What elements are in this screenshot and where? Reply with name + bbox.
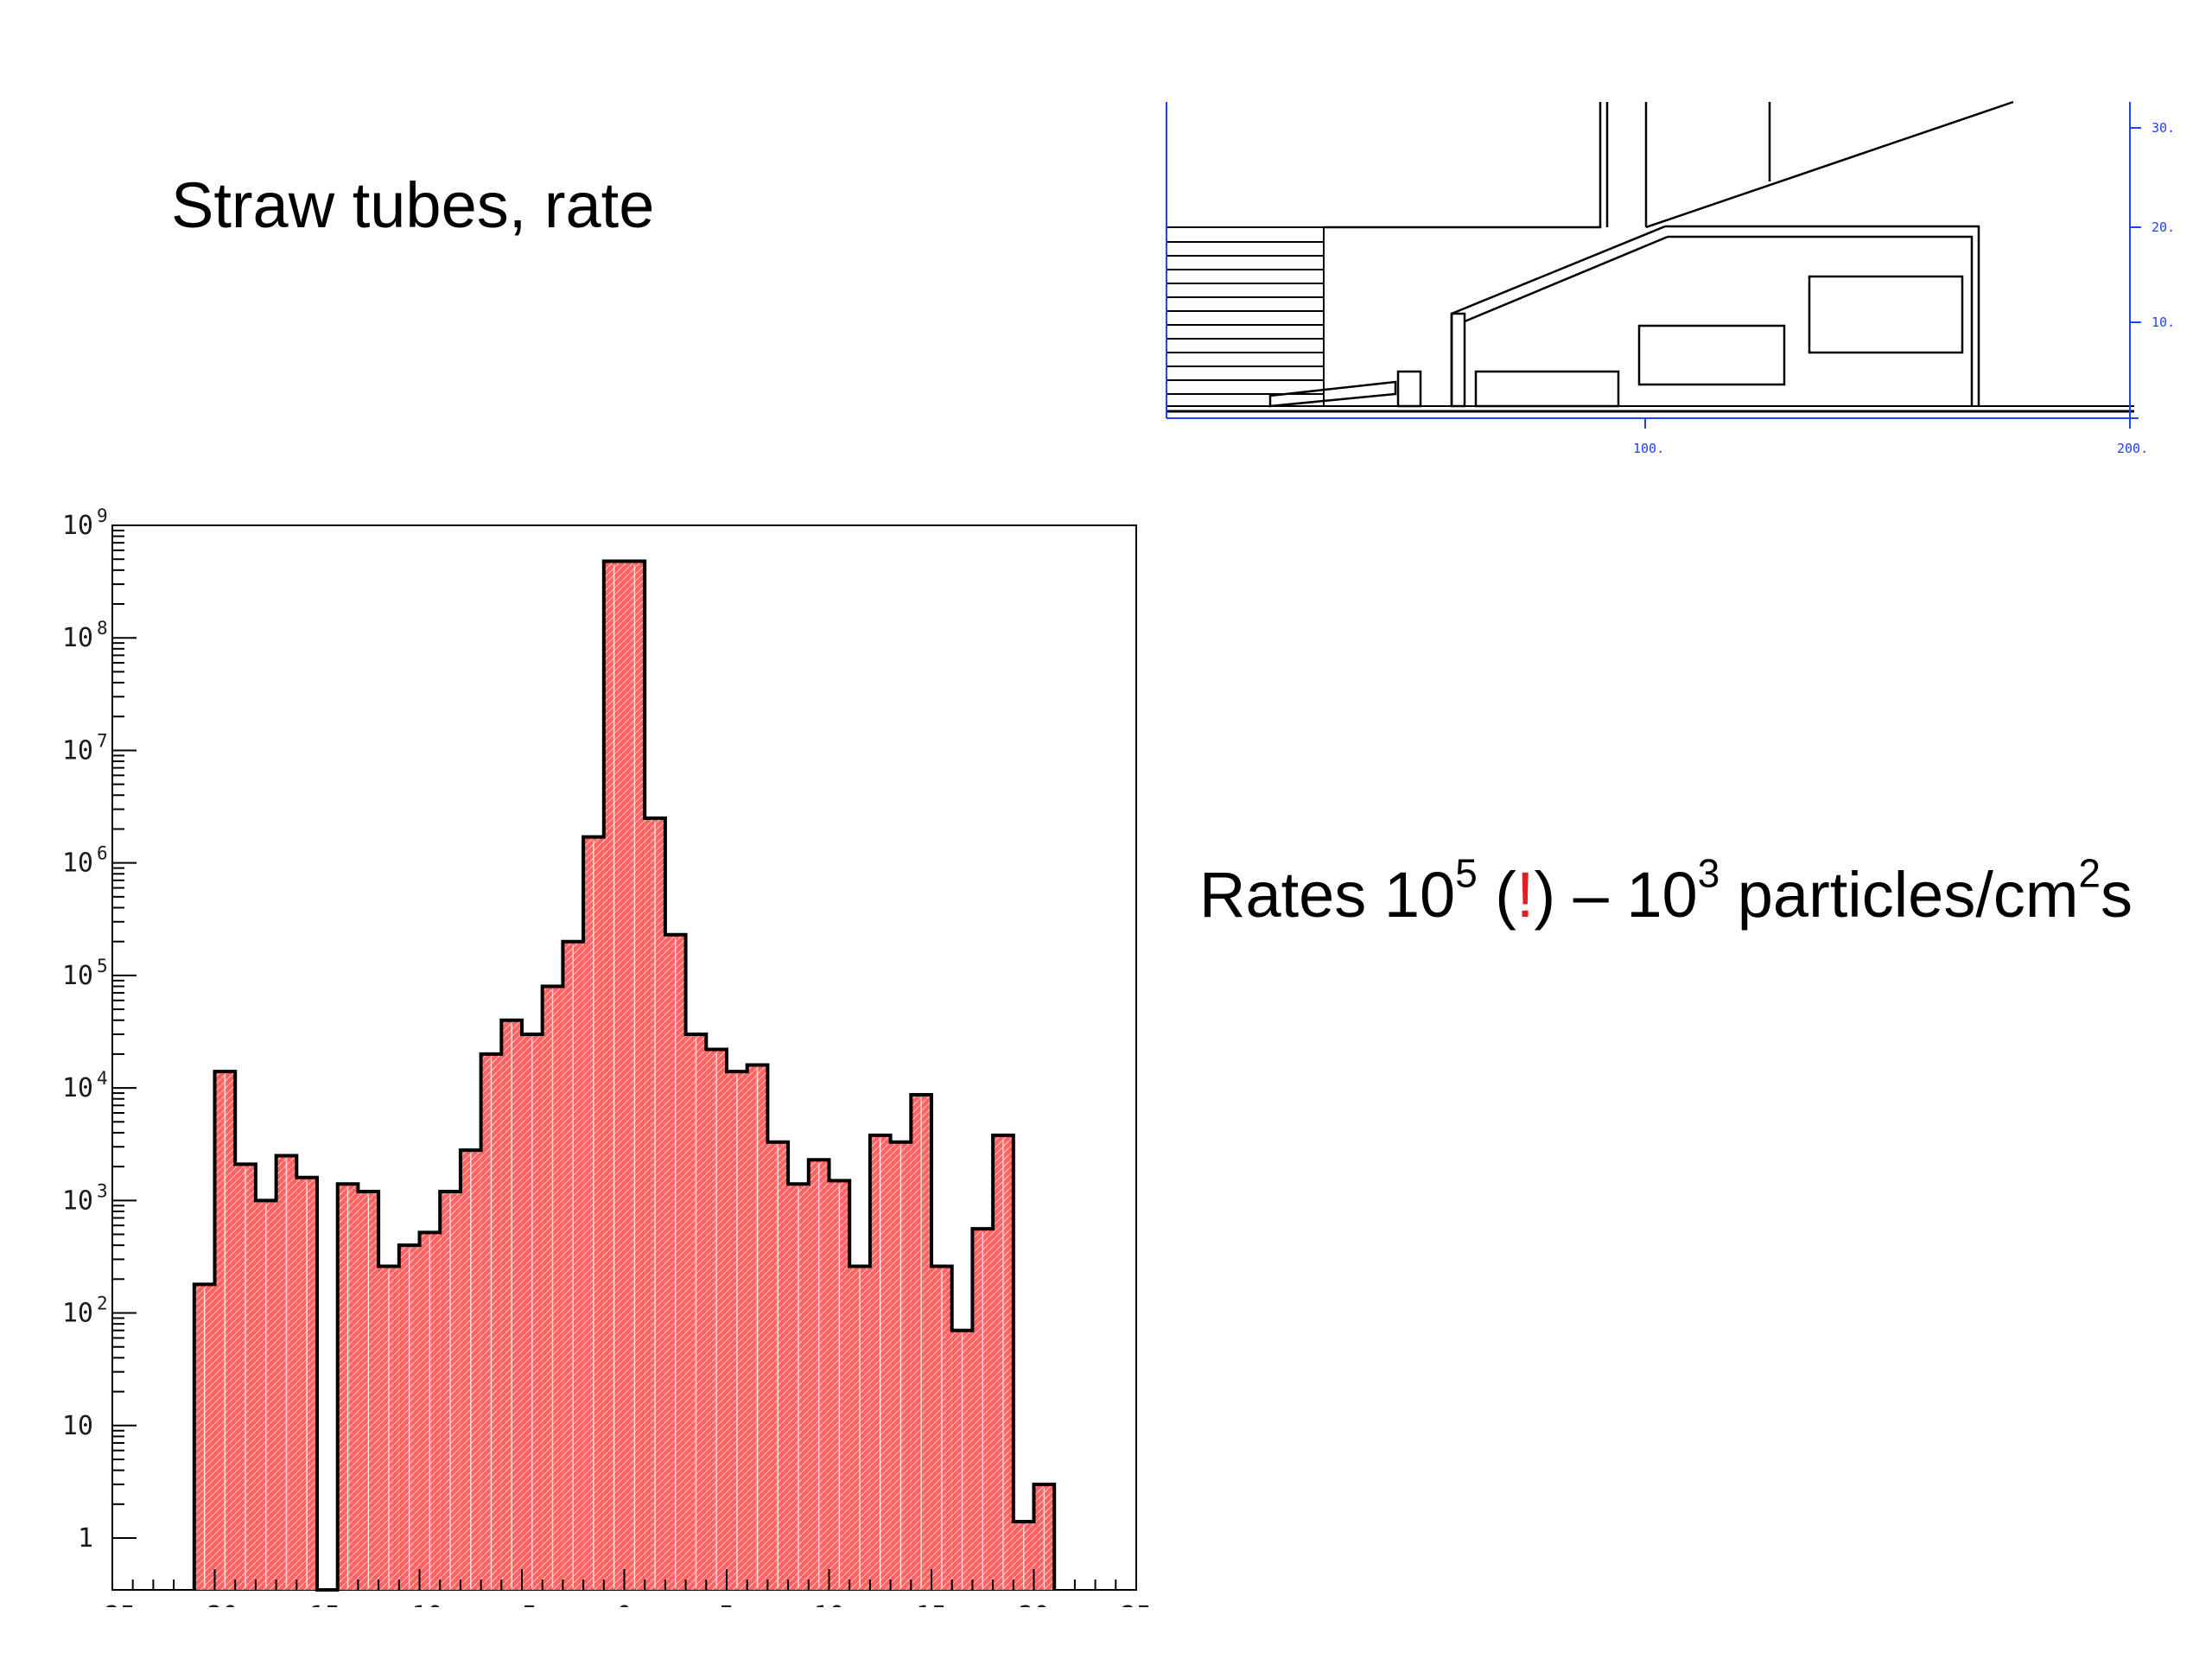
x-tick-label: 15 bbox=[916, 1601, 947, 1607]
rates-text-end: s bbox=[2101, 859, 2133, 931]
geometry-y-label-20: 20. bbox=[2152, 219, 2175, 235]
histogram-bars bbox=[194, 561, 1055, 1590]
x-tick-label: 0 bbox=[616, 1601, 632, 1607]
x-tick-label: −10 bbox=[396, 1601, 442, 1607]
detector-geometry-diagram: 100. 200. 10. 20. 30. bbox=[1166, 100, 2175, 456]
geometry-x-label-200: 200. bbox=[2117, 441, 2148, 456]
rates-exponent-high: 5 bbox=[1455, 850, 1478, 896]
inner-post bbox=[1450, 312, 1466, 408]
y-tick-label: 10 bbox=[62, 511, 93, 541]
slide-title: Straw tubes, rate bbox=[171, 169, 655, 241]
y-tick-label-exponent: 4 bbox=[97, 1068, 108, 1089]
x-tick-label: −15 bbox=[294, 1601, 340, 1607]
rates-exponent-low: 3 bbox=[1697, 850, 1720, 896]
detector-module-2 bbox=[1637, 324, 1786, 386]
y-tick-label: 1 bbox=[78, 1523, 93, 1554]
rates-text-mid: ) – 10 bbox=[1534, 859, 1698, 931]
exclamation-mark: ! bbox=[1516, 859, 1535, 931]
detector-module-1 bbox=[1474, 370, 1620, 408]
x-axis-ticks: −25 −20 −15 −10 −5 0 5 10 15 20 25 bbox=[89, 1569, 1152, 1607]
cone-wall-outer bbox=[1451, 225, 1666, 315]
absorber-block bbox=[1166, 226, 1325, 407]
x-tick-label: 25 bbox=[1121, 1601, 1152, 1607]
x-tick-label: −5 bbox=[506, 1601, 537, 1607]
y-tick-label-exponent: 8 bbox=[97, 618, 108, 639]
x-tick-label: −20 bbox=[191, 1601, 238, 1607]
geometry-y-label-30: 30. bbox=[2152, 120, 2175, 136]
y-tick-label-exponent: 2 bbox=[97, 1294, 108, 1314]
y-tick-label: 10 bbox=[62, 623, 93, 653]
vessel-top bbox=[1665, 225, 1980, 406]
geometry-y-label-10: 10. bbox=[2152, 315, 2175, 330]
rates-unit-exponent: 2 bbox=[2078, 850, 2101, 896]
y-tick-label: 10 bbox=[62, 961, 93, 991]
rate-histogram: −25−20−15−10−50510152025 110102103104105… bbox=[62, 505, 1152, 1607]
forward-block bbox=[1396, 370, 1422, 408]
y-tick-label-exponent: 6 bbox=[97, 843, 108, 864]
geometry-x-label-100: 100. bbox=[1633, 441, 1664, 456]
y-tick-label: 10 bbox=[62, 1185, 93, 1216]
y-tick-label-exponent: 5 bbox=[97, 956, 108, 976]
rates-caption: Rates 105 (!) – 103 particles/cm2s bbox=[1199, 854, 2133, 931]
y-tick-label-exponent: 7 bbox=[97, 730, 108, 751]
x-tick-label: 20 bbox=[1018, 1601, 1049, 1607]
y-tick-label: 10 bbox=[62, 1411, 93, 1441]
fill-pattern-lines bbox=[203, 564, 1046, 1588]
vessel-top-inner bbox=[1668, 235, 1974, 406]
rates-text-open: ( bbox=[1477, 859, 1516, 931]
x-tick-label: 5 bbox=[719, 1601, 734, 1607]
y-tick-label-exponent: 3 bbox=[97, 1180, 108, 1201]
cone-upper-edge bbox=[1645, 100, 2014, 229]
x-tick-label: −25 bbox=[89, 1601, 136, 1607]
detector-module-3 bbox=[1808, 275, 1964, 354]
y-tick-label: 10 bbox=[62, 849, 93, 879]
y-tick-label: 10 bbox=[62, 1299, 93, 1329]
y-tick-label: 10 bbox=[62, 735, 93, 766]
y-tick-label: 10 bbox=[62, 1073, 93, 1103]
x-tick-label: 10 bbox=[813, 1601, 844, 1607]
rates-text-suffix: particles/cm bbox=[1719, 859, 2079, 931]
y-tick-label-exponent: 9 bbox=[97, 505, 108, 526]
upper-wall-left bbox=[1324, 102, 1602, 229]
cone-wall-inner bbox=[1464, 235, 1669, 323]
rates-text-prefix: Rates 10 bbox=[1199, 859, 1456, 931]
forward-wedge bbox=[1268, 380, 1397, 408]
